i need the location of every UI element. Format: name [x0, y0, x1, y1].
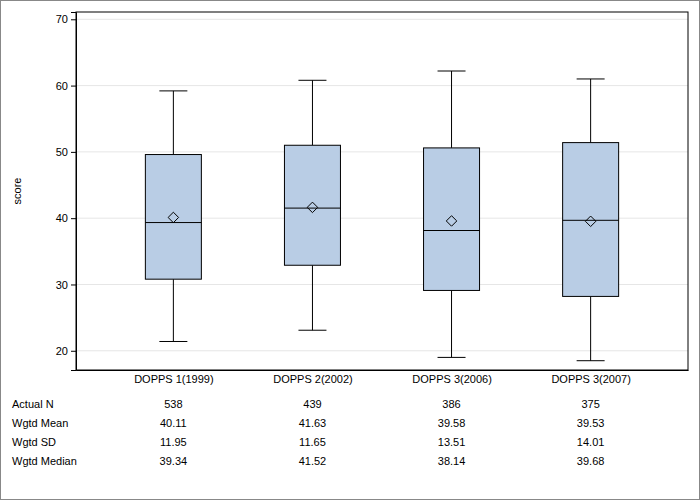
mean-marker — [446, 216, 456, 226]
box-group — [284, 80, 340, 330]
lower-cap — [577, 360, 605, 361]
x-tick-label: DOPPS 3(2006) — [412, 373, 491, 385]
grid-line — [76, 350, 688, 351]
table-cell: 439 — [303, 398, 321, 410]
y-tick-label: 70 — [56, 13, 68, 25]
plot-frame — [76, 12, 688, 370]
y-tick-mark — [71, 152, 76, 153]
y-tick-label: 20 — [56, 345, 68, 357]
y-tick-mark — [71, 86, 76, 87]
boxes — [145, 71, 618, 361]
lower-whisker — [451, 290, 452, 357]
lower-cap — [438, 357, 466, 358]
y-axis-line — [71, 13, 77, 371]
chart: 203040506070DOPPS 1(1999)DOPPS 2(2002)DO… — [0, 0, 700, 500]
upper-whisker — [451, 71, 452, 148]
y-axis-title: score — [11, 178, 23, 205]
box — [284, 145, 340, 265]
upper-cap — [298, 80, 326, 81]
median-line — [284, 208, 340, 209]
y-tick: 40 — [56, 212, 76, 224]
table-cell: 11.65 — [299, 436, 326, 448]
table-cell: 39.58 — [438, 417, 466, 429]
table-row-label: Wgtd SD — [12, 436, 56, 448]
upper-whisker — [173, 91, 174, 155]
lower-whisker — [312, 265, 313, 330]
table-cell: 538 — [164, 398, 182, 410]
x-tick: DOPPS 2(2002) — [273, 370, 352, 385]
upper-cap — [159, 90, 187, 91]
y-tick-label: 50 — [56, 146, 68, 158]
x-axis: DOPPS 1(1999) DOPPS 2(2002) DOPPS 3(2006) D… — [77, 370, 689, 385]
box — [424, 148, 480, 291]
grid — [76, 19, 688, 350]
table-cell: 39.34 — [160, 455, 188, 467]
table-cell: 40.11 — [160, 417, 187, 429]
x-tick-label: DOPPS 3(2007) — [551, 373, 630, 385]
table-row-label: Wgtd Median — [12, 455, 77, 467]
stats-table: Actual N 538 439 386 375 Wgtd Mean 40.11 41.63 3… — [12, 398, 604, 467]
x-tick: DOPPS 3(2006) — [412, 370, 491, 385]
mean-marker — [168, 212, 178, 222]
mean-marker — [307, 202, 317, 212]
box-group — [563, 79, 619, 361]
x-tick-label: DOPPS 2(2002) — [273, 373, 352, 385]
y-tick: 60 — [56, 80, 76, 92]
upper-cap — [438, 71, 466, 72]
box — [145, 155, 201, 280]
grid-line — [76, 85, 688, 86]
table-cell: 41.52 — [299, 455, 327, 467]
table-cell: 39.53 — [577, 417, 605, 429]
y-tick-label: 40 — [56, 212, 68, 224]
table-cell: 38.14 — [438, 455, 466, 467]
y-tick: 50 — [56, 146, 76, 158]
x-tick: DOPPS 3(2007) — [551, 370, 630, 385]
table-cell: 375 — [581, 398, 599, 410]
table-row-label: Wgtd Mean — [12, 417, 68, 429]
table-cell: 41.63 — [299, 417, 327, 429]
y-tick: 20 — [56, 345, 76, 357]
upper-whisker — [312, 80, 313, 145]
lower-whisker — [590, 296, 591, 360]
table-cell: 39.68 — [577, 455, 605, 467]
y-tick-label: 60 — [56, 80, 68, 92]
y-tick: 30 — [56, 278, 76, 290]
y-tick-mark — [71, 351, 76, 352]
outer-border — [1, 1, 700, 500]
y-tick-mark — [71, 218, 76, 219]
lower-cap — [159, 341, 187, 342]
x-tick: DOPPS 1(1999) — [134, 370, 213, 385]
upper-cap — [577, 78, 605, 79]
box-group — [145, 91, 201, 342]
mean-marker — [585, 216, 595, 226]
lower-cap — [298, 330, 326, 331]
table-cell: 13.51 — [438, 436, 466, 448]
median-line — [563, 220, 619, 221]
table-cell: 386 — [442, 398, 460, 410]
y-tick-mark — [71, 19, 76, 20]
box — [563, 143, 619, 297]
table-cell: 14.01 — [577, 436, 605, 448]
upper-whisker — [590, 79, 591, 143]
box-group — [424, 71, 480, 357]
lower-whisker — [173, 279, 174, 341]
table-row-label: Actual N — [12, 398, 54, 410]
y-tick-label: 30 — [56, 278, 68, 290]
y-tick: 70 — [56, 13, 76, 25]
table-cell: 11.95 — [160, 436, 187, 448]
median-line — [424, 230, 480, 231]
x-tick-label: DOPPS 1(1999) — [134, 373, 213, 385]
y-tick-mark — [71, 284, 76, 285]
grid-line — [76, 19, 688, 20]
x-axis-line — [77, 370, 689, 371]
y-axis: 20 30 40 50 60 70 — [56, 13, 77, 371]
